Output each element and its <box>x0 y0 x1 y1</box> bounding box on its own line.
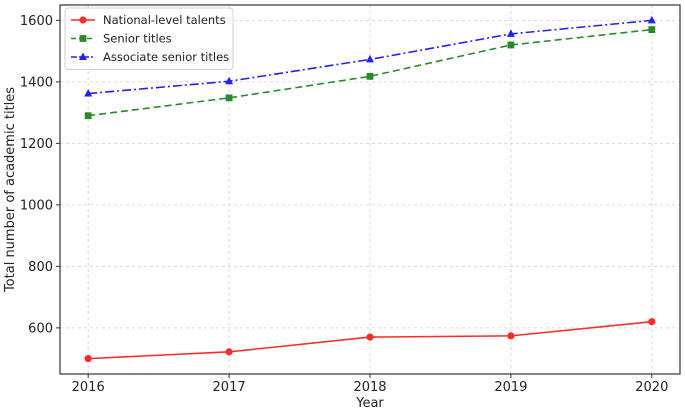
legend-marker <box>79 16 87 24</box>
legend-box <box>64 7 234 70</box>
legend-marker <box>79 35 87 42</box>
legend: National-level talents Senior titles Assoc… <box>64 7 234 70</box>
series-line <box>88 28 652 117</box>
legend-label: Associate senior titles <box>103 50 229 64</box>
x-tick-label: 2018 <box>353 380 386 395</box>
data-point <box>506 29 515 37</box>
y-tick-label: 1000 <box>20 198 53 213</box>
data-point <box>84 112 92 120</box>
y-tick-label: 1200 <box>20 137 53 152</box>
data-point <box>366 54 374 63</box>
legend-label: Senior titles <box>103 32 172 46</box>
data-point <box>366 333 374 341</box>
y-tick-label: 1400 <box>20 75 53 90</box>
data-point <box>84 89 93 97</box>
x-tick-label: 2016 <box>72 380 105 395</box>
grid <box>60 5 680 374</box>
data-point <box>647 15 656 24</box>
data-point <box>366 72 374 80</box>
series-0 <box>84 318 656 363</box>
x-tick-label: 2017 <box>213 380 246 395</box>
x-tick-label: 2019 <box>494 380 527 395</box>
y-tick-label: 1600 <box>20 14 53 29</box>
y-axis: 600 800 1000 1200 1400 1600 <box>20 14 60 336</box>
data-point <box>507 41 515 49</box>
legend-item: Senior titles <box>71 32 172 46</box>
data-point <box>225 94 233 102</box>
data-point <box>225 348 233 356</box>
series-layer <box>84 15 656 363</box>
legend-label: National-level talents <box>103 13 226 27</box>
legend-item: National-level talents <box>71 13 226 27</box>
x-tick-label: 2020 <box>635 380 668 395</box>
y-tick-label: 600 <box>28 321 53 336</box>
data-point <box>84 355 92 363</box>
legend-marker <box>79 52 87 60</box>
y-axis-title: Total number of academic titles <box>3 87 18 293</box>
series-2 <box>84 15 656 97</box>
data-point <box>507 332 515 340</box>
series-1 <box>84 26 656 120</box>
x-axis: 2016 2017 2018 2019 2020 <box>72 374 668 395</box>
legend-item: Associate senior titles <box>71 50 229 64</box>
data-point <box>648 318 656 326</box>
data-point <box>648 26 656 33</box>
y-tick-label: 800 <box>28 260 53 275</box>
x-axis-title: Year <box>355 396 384 410</box>
data-point <box>225 76 234 85</box>
